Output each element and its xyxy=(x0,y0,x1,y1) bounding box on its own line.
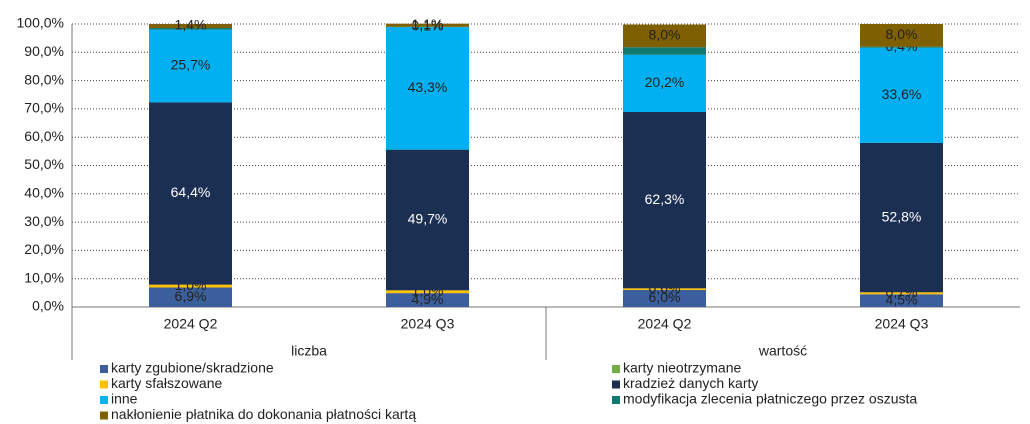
y-tick-label: 60,0% xyxy=(24,128,64,144)
bar-segment xyxy=(386,23,469,27)
y-tick-label: 20,0% xyxy=(24,241,64,257)
data-label: 8,0% xyxy=(886,26,918,42)
group-label: wartość xyxy=(758,343,807,359)
legend-swatch xyxy=(100,396,108,404)
bar-segment xyxy=(149,24,232,28)
bar-segment xyxy=(149,102,232,285)
bar-segment xyxy=(623,290,706,307)
legend-swatch xyxy=(612,380,620,389)
bar-segment xyxy=(149,287,232,307)
bar-segment xyxy=(149,29,232,103)
data-label: 4,5% xyxy=(886,291,918,307)
y-tick-label: 0,0% xyxy=(32,298,64,314)
bar-segment xyxy=(623,54,706,113)
y-tick-label: 100,0% xyxy=(17,15,64,31)
data-label: 8,0% xyxy=(649,27,681,43)
y-tick-label: 70,0% xyxy=(24,100,64,116)
data-label: 6,9% xyxy=(175,288,207,304)
x-tick-label: 2024 Q3 xyxy=(875,316,929,332)
bar-segment xyxy=(386,290,469,294)
bar-segment xyxy=(860,294,943,307)
data-label: 62,3% xyxy=(645,191,685,207)
bar-segment xyxy=(623,288,706,291)
bar-segment xyxy=(860,47,943,143)
legend-swatch xyxy=(100,365,108,373)
bar-segment xyxy=(386,27,469,150)
data-label: 25,7% xyxy=(171,57,211,73)
y-tick-label: 50,0% xyxy=(24,156,64,172)
data-label: 20,2% xyxy=(645,74,685,90)
data-label: 33,6% xyxy=(882,86,922,102)
bar-segment xyxy=(386,149,469,291)
legend-label: karty nieotrzymane xyxy=(623,360,741,376)
legend-label: karty zgubione/skradzione xyxy=(111,360,274,376)
bar-segment xyxy=(860,24,943,47)
bar-segment xyxy=(623,24,706,48)
legend-label: modyfikacja zlecenia płatniczego przez o… xyxy=(623,391,917,407)
x-tick-label: 2024 Q3 xyxy=(401,316,455,332)
data-label: 1,1% xyxy=(412,16,444,32)
legend-swatch xyxy=(612,365,620,373)
y-tick-label: 90,0% xyxy=(24,43,64,59)
bar-segment xyxy=(623,47,706,55)
legend-label: karty sfałszowane xyxy=(111,375,222,391)
legend-label: nakłonienie płatnika do dokonania płatno… xyxy=(111,406,416,422)
y-tick-label: 80,0% xyxy=(24,71,64,87)
bar-segment xyxy=(860,46,943,48)
group-label: liczba xyxy=(291,343,327,359)
data-label: 43,3% xyxy=(408,79,448,95)
data-label: 52,8% xyxy=(882,208,922,224)
bar-segment xyxy=(149,27,232,30)
data-label: 4,9% xyxy=(412,291,444,307)
legend-swatch xyxy=(612,396,620,404)
bar-segment xyxy=(623,112,706,289)
legend-swatch xyxy=(100,411,108,420)
y-tick-label: 30,0% xyxy=(24,213,64,229)
bar-segment xyxy=(149,284,232,288)
x-tick-label: 2024 Q2 xyxy=(638,316,692,332)
legend-label: inne xyxy=(111,391,138,407)
legend-swatch xyxy=(100,380,108,389)
data-label: 49,7% xyxy=(408,211,448,227)
data-label: 6,0% xyxy=(649,289,681,305)
data-label: 64,4% xyxy=(171,184,211,200)
bar-segment xyxy=(860,142,943,293)
y-tick-label: 10,0% xyxy=(24,269,64,285)
x-tick-label: 2024 Q2 xyxy=(164,316,218,332)
y-tick-label: 40,0% xyxy=(24,185,64,201)
data-label: 1,4% xyxy=(175,17,207,33)
bar-segment xyxy=(386,293,469,307)
legend-label: kradzież danych karty xyxy=(623,375,758,391)
bar-segment xyxy=(860,292,943,295)
